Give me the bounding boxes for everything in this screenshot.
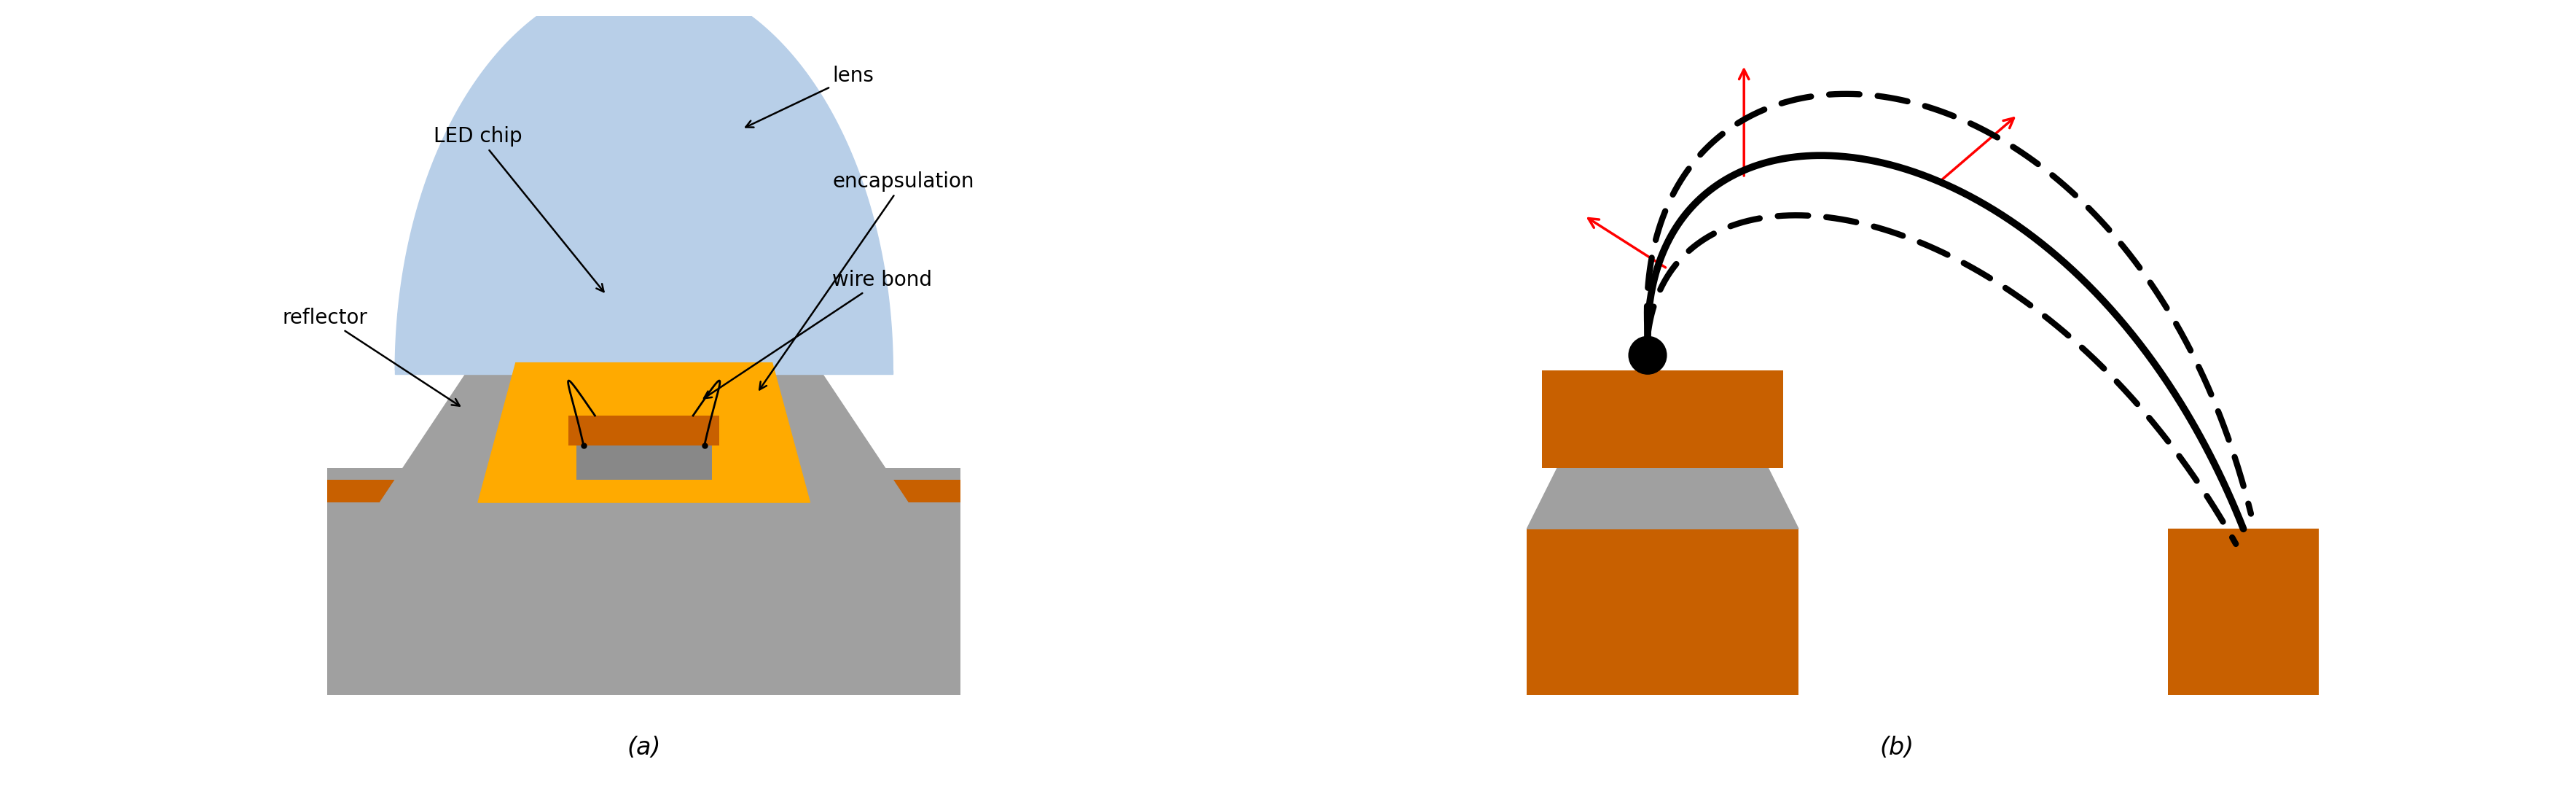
Circle shape <box>1628 336 1667 374</box>
Bar <box>528 479 611 502</box>
Bar <box>796 479 961 502</box>
Polygon shape <box>1528 468 1798 529</box>
Polygon shape <box>394 0 894 370</box>
Text: (a): (a) <box>626 736 662 760</box>
Bar <box>327 468 961 695</box>
Text: encapsulation: encapsulation <box>760 171 974 390</box>
Bar <box>675 479 750 502</box>
Bar <box>2169 529 2318 695</box>
Bar <box>1543 370 1783 468</box>
Text: LED chip: LED chip <box>433 127 603 292</box>
Polygon shape <box>381 355 907 502</box>
Bar <box>577 446 711 479</box>
Text: (b): (b) <box>1880 736 1914 760</box>
Bar <box>569 416 719 446</box>
Bar <box>569 416 719 446</box>
Polygon shape <box>394 370 894 374</box>
Polygon shape <box>479 363 809 502</box>
Bar <box>327 479 487 502</box>
Bar <box>1528 529 1798 695</box>
Bar <box>577 446 711 479</box>
Text: wire bond: wire bond <box>703 270 933 399</box>
Text: reflector: reflector <box>281 307 459 406</box>
Text: lens: lens <box>744 66 873 127</box>
